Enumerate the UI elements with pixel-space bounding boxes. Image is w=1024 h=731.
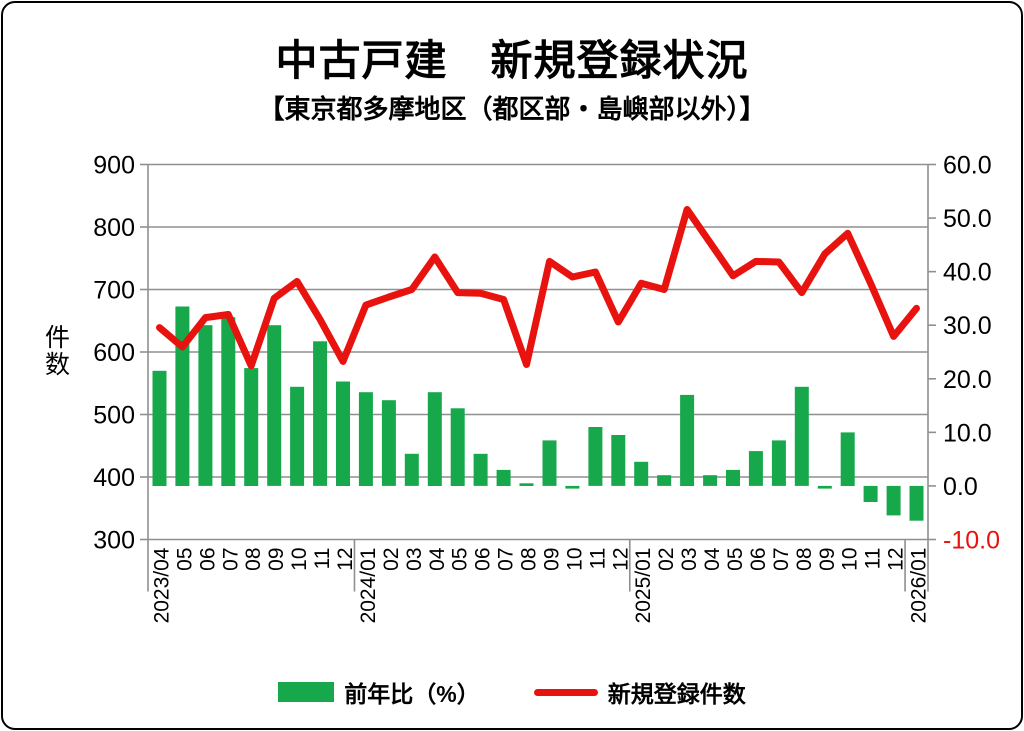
registrations-line-swatch xyxy=(533,688,598,696)
right-axis-tick-label: -10.0 xyxy=(943,527,1000,555)
yoy-bar xyxy=(840,432,855,486)
yoy-bar xyxy=(703,475,718,486)
yoy-bar xyxy=(611,435,626,486)
yoy-bar xyxy=(863,485,878,502)
yoy-bar xyxy=(748,451,763,486)
left-axis-tick-label: 700 xyxy=(93,277,135,305)
x-axis-label: 04 xyxy=(426,547,449,571)
legend-item-yoy: 前年比（%） xyxy=(278,675,480,709)
x-axis-label: 05 xyxy=(449,548,472,571)
yoy-bar xyxy=(198,325,213,486)
x-axis-label: 10 xyxy=(839,548,862,571)
yoy-bar xyxy=(565,485,580,489)
yoy-bar xyxy=(244,368,259,486)
left-axis-tick-label: 900 xyxy=(93,152,135,180)
x-axis-label: 02 xyxy=(380,548,403,571)
yoy-bar xyxy=(336,381,350,486)
x-axis-label: 03 xyxy=(678,548,701,571)
left-axis-title: 件数 xyxy=(41,324,70,378)
right-axis-tick-label: 10.0 xyxy=(943,419,992,447)
x-axis-label: 06 xyxy=(196,548,219,571)
yoy-bar xyxy=(680,394,695,486)
yoy-bar xyxy=(542,440,557,486)
right-axis-tick-label: 30.0 xyxy=(943,312,992,340)
right-axis-tick-label: 50.0 xyxy=(943,205,992,233)
legend-item-registrations: 新規登録件数 xyxy=(533,675,746,709)
yoy-bar xyxy=(290,386,305,486)
x-axis-label: 07 xyxy=(219,548,242,571)
yoy-bar xyxy=(175,306,190,486)
right-axis-tick-label: 0.0 xyxy=(943,473,978,501)
x-axis-label: 08 xyxy=(793,548,816,571)
x-axis-label: 03 xyxy=(403,548,426,571)
left-axis-tick-label: 600 xyxy=(93,339,135,367)
yoy-bar xyxy=(381,400,396,486)
yoy-bar xyxy=(427,392,442,486)
x-axis-label: 09 xyxy=(816,548,839,571)
registrations-legend-label: 新規登録件数 xyxy=(607,681,746,707)
yoy-bar-swatch xyxy=(278,682,335,702)
chart-subtitle: 【東京都多摩地区（都区部・島嶼部以外）】 xyxy=(258,94,766,124)
yoy-bar xyxy=(221,317,236,486)
x-axis-label: 08 xyxy=(518,548,541,571)
chart-title: 中古戸建 新規登録状況 xyxy=(275,37,749,84)
yoy-bar xyxy=(817,485,832,489)
x-axis-label: 04 xyxy=(701,547,724,571)
yoy-bar xyxy=(771,440,786,486)
x-axis-label: 06 xyxy=(747,548,770,571)
yoy-bar xyxy=(313,341,328,486)
legend: 前年比（%） 新規登録件数 xyxy=(3,675,1021,709)
yoy-bar xyxy=(519,483,534,486)
right-axis-tick-label: 60.0 xyxy=(943,152,992,180)
x-axis-label: 11 xyxy=(311,548,334,570)
x-axis-label: 07 xyxy=(495,548,518,571)
left-axis-tick-label: 400 xyxy=(93,464,135,492)
x-axis-label: 05 xyxy=(173,548,196,571)
yoy-bar xyxy=(473,453,488,486)
yoy-bar xyxy=(886,485,901,516)
x-axis-label: 02 xyxy=(655,548,678,571)
x-axis-label: 2026/01 xyxy=(908,548,931,624)
x-axis-label: 10 xyxy=(288,548,311,571)
x-axis-label: 2025/01 xyxy=(632,548,655,624)
yoy-bar xyxy=(657,475,672,486)
combo-chart: 300 400 500 600 700 800 900 -10.0 0.0 10.0 20.0 30.… xyxy=(93,152,1000,624)
x-axis-label: 2023/04 xyxy=(151,547,174,623)
left-axis-tick-label: 300 xyxy=(93,527,135,555)
right-axis-tick-label: 40.0 xyxy=(943,259,992,287)
yoy-bar xyxy=(152,370,167,486)
x-axis-label: 10 xyxy=(563,548,586,571)
x-axis-label: 11 xyxy=(586,548,609,570)
x-axis-label: 07 xyxy=(770,548,793,571)
x-axis-label: 05 xyxy=(724,548,747,571)
yoy-legend-label: 前年比（%） xyxy=(344,681,480,707)
x-axis-label: 11 xyxy=(862,548,885,570)
yoy-bar xyxy=(404,453,419,486)
right-axis-tick-label: 20.0 xyxy=(943,366,992,394)
x-axis-label: 09 xyxy=(541,548,564,571)
left-axis-tick-label: 800 xyxy=(93,214,135,242)
x-axis-label: 12 xyxy=(609,548,632,571)
yoy-bar xyxy=(634,461,649,486)
left-axis-tick-label: 500 xyxy=(93,402,135,430)
x-axis-label: 2024/01 xyxy=(357,548,380,624)
registrations-line xyxy=(156,206,920,370)
yoy-bar xyxy=(909,485,924,521)
x-axis-label: 08 xyxy=(242,548,265,571)
x-axis-label: 12 xyxy=(334,548,357,571)
x-axis-label: 12 xyxy=(885,548,908,571)
yoy-bar xyxy=(794,386,809,486)
yoy-bar xyxy=(358,392,373,486)
yoy-bar xyxy=(267,325,282,486)
yoy-bar xyxy=(450,408,465,486)
yoy-bar xyxy=(496,469,511,486)
yoy-bar xyxy=(726,469,740,486)
yoy-bar xyxy=(588,427,603,486)
x-axis-label: 06 xyxy=(472,548,495,571)
x-axis-label: 09 xyxy=(265,548,288,571)
